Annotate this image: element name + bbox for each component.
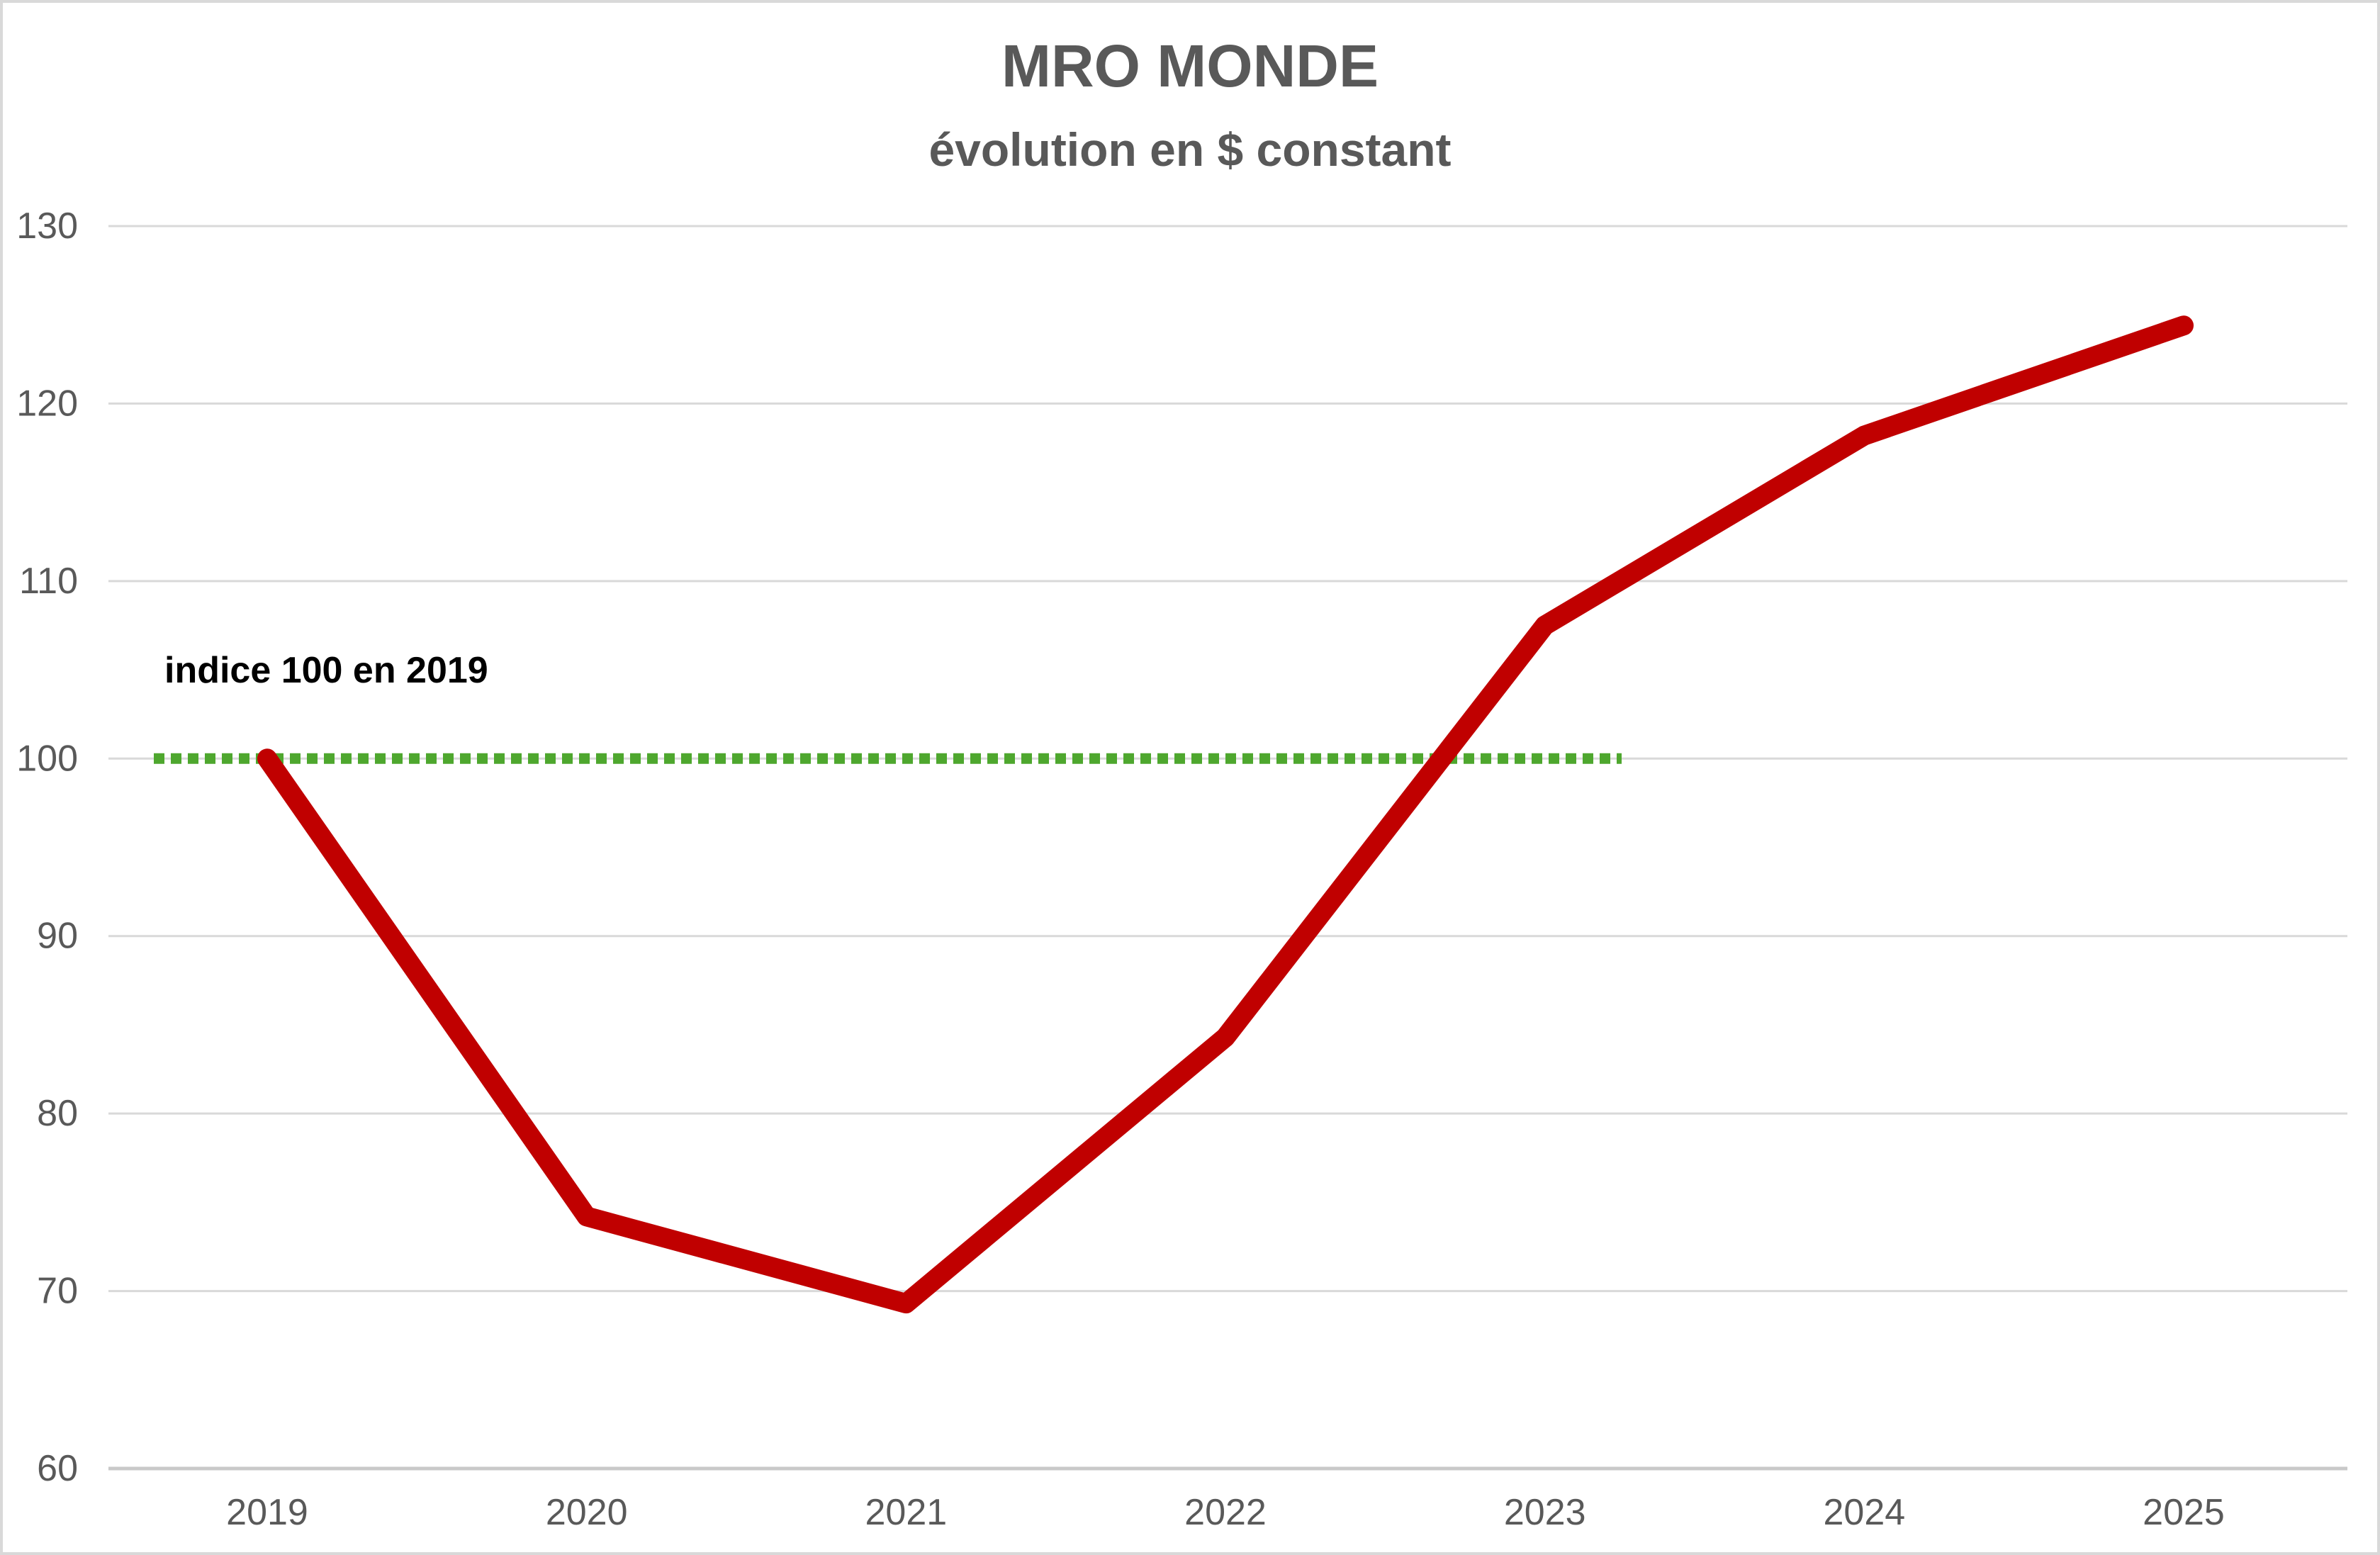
series-line [257,315,2194,1314]
x-axis-labels-group: 2019 2020 2021 2022 2023 2024 2025 [226,1492,2225,1533]
series-group [154,315,2194,1314]
x-tick-label: 2021 [865,1492,947,1533]
x-tick-label: 2025 [2143,1492,2225,1533]
y-tick-label: 120 [16,383,78,424]
y-axis-labels-group: 60 70 80 90 100 110 120 130 [16,206,78,1489]
y-tick-label: 100 [16,738,78,779]
reference-annotation: indice 100 en 2019 [164,650,488,691]
x-tick-label: 2023 [1504,1492,1586,1533]
chart-title: MRO MONDE [1001,33,1379,99]
x-tick-label: 2019 [226,1492,308,1533]
y-tick-label: 110 [19,561,78,602]
y-tick-label: 60 [37,1448,78,1489]
x-tick-label: 2020 [546,1492,628,1533]
gridlines-group [108,225,2347,1471]
chart-subtitle: évolution en $ constant [928,123,1451,176]
y-tick-label: 80 [37,1093,78,1134]
y-tick-label: 70 [37,1271,78,1312]
x-tick-label: 2024 [1824,1492,1906,1533]
y-tick-label: 130 [16,206,78,247]
y-tick-label: 90 [37,916,78,957]
x-tick-label: 2022 [1184,1492,1267,1533]
